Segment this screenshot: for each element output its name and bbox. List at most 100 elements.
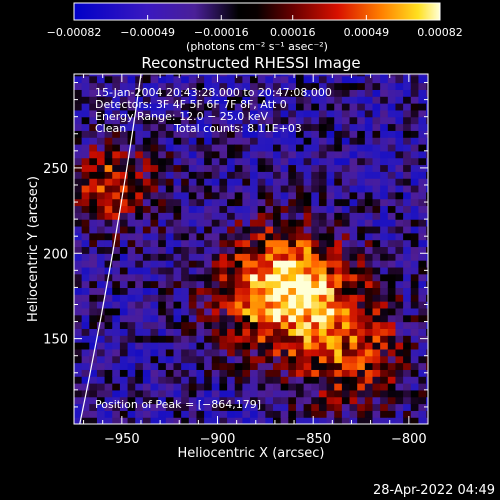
heatmap-cell <box>234 417 243 424</box>
heatmap-cell <box>326 260 335 268</box>
heatmap-cell <box>341 225 351 234</box>
heatmap-cell <box>250 232 259 241</box>
heatmap-cell <box>119 348 129 357</box>
heatmap-cell <box>387 280 397 289</box>
heatmap-cell <box>196 164 205 172</box>
heatmap-cell <box>142 219 152 227</box>
heatmap-cell <box>188 232 198 241</box>
heatmap-cell <box>188 287 198 295</box>
heatmap-cell <box>196 75 205 84</box>
heatmap-cell <box>104 205 113 213</box>
heatmap-cell <box>303 219 312 227</box>
heatmap-cell <box>280 96 289 104</box>
heatmap-cell <box>326 369 335 377</box>
heatmap-cell <box>158 191 167 200</box>
heatmap-cell <box>410 178 420 186</box>
heatmap-cell <box>280 396 289 405</box>
heatmap-cell <box>257 321 266 329</box>
heatmap-cell <box>303 157 312 166</box>
heatmap-cell <box>234 116 243 125</box>
heatmap-cell <box>188 239 198 248</box>
heatmap-cell <box>188 376 198 384</box>
heatmap-cell <box>250 376 259 384</box>
heatmap-cell <box>181 171 190 179</box>
heatmap-cell <box>311 171 320 179</box>
heatmap-cell <box>426 273 428 282</box>
heatmap-cell <box>119 253 129 261</box>
heatmap-cell <box>250 130 259 138</box>
heatmap-cell <box>311 314 320 323</box>
heatmap-cell <box>334 109 343 118</box>
heatmap-cell <box>334 314 343 323</box>
heatmap-cell <box>112 396 121 405</box>
heatmap-cell <box>150 157 159 166</box>
heatmap-cell <box>410 260 420 268</box>
heatmap-cell <box>426 328 428 336</box>
heatmap-cell <box>364 403 374 411</box>
heatmap-cell <box>150 137 159 145</box>
heatmap-cell <box>196 307 205 316</box>
heatmap-cell <box>142 342 152 350</box>
heatmap-cell <box>311 82 320 90</box>
heatmap-cell <box>242 130 251 138</box>
heatmap-cell <box>403 417 412 424</box>
heatmap-cell <box>410 362 420 370</box>
heatmap-cell <box>81 342 90 350</box>
heatmap-cell <box>81 410 90 418</box>
heatmap-cell <box>349 150 358 159</box>
heatmap-cell <box>127 307 136 316</box>
heatmap-cell <box>74 301 83 309</box>
heatmap-cell <box>127 321 136 329</box>
heatmap-cell <box>403 150 412 159</box>
heatmap-cell <box>81 198 90 207</box>
heatmap-cell <box>188 137 198 145</box>
heatmap-cell <box>280 342 289 350</box>
heatmap-cell <box>227 301 236 309</box>
heatmap-cell <box>173 239 182 248</box>
heatmap-cell <box>357 417 366 424</box>
heatmap-cell <box>242 164 251 172</box>
heatmap-cell <box>349 82 358 90</box>
heatmap-cell <box>150 294 159 302</box>
heatmap-cell <box>227 239 236 248</box>
heatmap-cell <box>158 260 167 268</box>
heatmap-cell <box>227 294 236 302</box>
heatmap-cell <box>196 212 205 220</box>
heatmap-cell <box>265 348 274 357</box>
heatmap-cell <box>127 96 136 104</box>
heatmap-cell <box>387 342 397 350</box>
heatmap-cell <box>357 75 366 84</box>
heatmap-cell <box>127 150 136 159</box>
heatmap-cell <box>181 246 190 254</box>
heatmap-cell <box>387 328 397 336</box>
heatmap-cell <box>273 328 282 336</box>
heatmap-cell <box>96 335 106 343</box>
heatmap-cell <box>135 157 144 166</box>
heatmap-cell <box>150 171 159 179</box>
heatmap-cell <box>119 273 129 282</box>
heatmap-cell <box>173 205 182 213</box>
colorbar-tick-label: 0.00049 <box>344 26 390 39</box>
heatmap-cell <box>204 75 213 84</box>
heatmap-cell <box>349 328 358 336</box>
heatmap-cell <box>372 287 381 295</box>
heatmap-cell <box>357 171 366 179</box>
heatmap-cell <box>288 376 297 384</box>
heatmap-cell <box>89 82 98 90</box>
heatmap-cell <box>127 232 136 241</box>
heatmap-cell <box>204 335 213 343</box>
heatmap-cell <box>242 294 251 302</box>
heatmap-cell <box>341 342 351 350</box>
heatmap-cell <box>150 184 159 193</box>
heatmap-cell <box>280 369 289 377</box>
heatmap-cell <box>349 355 358 364</box>
heatmap-cell <box>318 307 328 316</box>
heatmap-cell <box>395 109 404 118</box>
heatmap-cell <box>372 342 381 350</box>
heatmap-cell <box>273 287 282 295</box>
heatmap-cell <box>196 205 205 213</box>
heatmap-cell <box>326 294 335 302</box>
heatmap-cell <box>127 75 136 84</box>
heatmap-cell <box>81 157 90 166</box>
heatmap-cell <box>387 74 397 77</box>
